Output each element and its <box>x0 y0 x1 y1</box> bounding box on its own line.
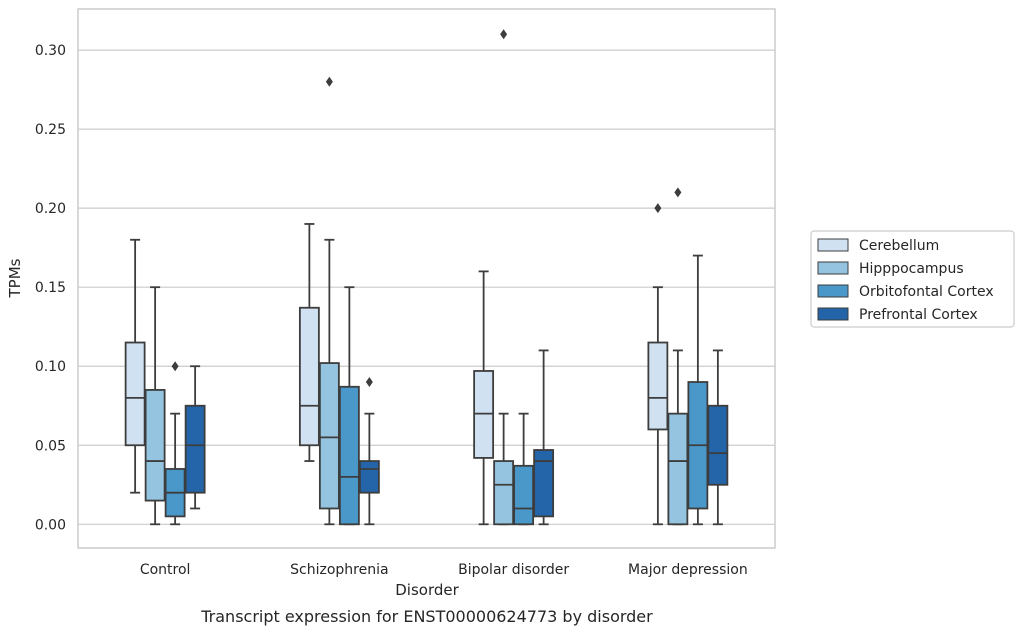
box-iqr <box>647 341 669 431</box>
box-iqr <box>513 464 535 526</box>
box-prefrontal-cortex <box>358 377 380 526</box>
box-cerebellum <box>298 223 320 462</box>
x-tick-label: Major depression <box>628 562 748 578</box>
y-tick-label: 0.15 <box>35 280 66 296</box>
y-tick-label: 0.05 <box>35 438 66 454</box>
box-orbitofontal-cortex <box>513 412 535 526</box>
plot-frame <box>77 8 776 549</box>
box-iqr <box>533 449 555 518</box>
box-hipppocampus <box>144 286 166 526</box>
legend-swatch <box>817 307 849 321</box>
y-tick-label: 0.10 <box>35 359 66 375</box>
legend-label: Cerebellum <box>859 238 939 254</box>
box-cerebellum <box>473 270 495 526</box>
box-prefrontal-cortex <box>184 365 206 510</box>
box-cerebellum <box>124 238 146 494</box>
x-tick-label: Bipolar disorder <box>458 562 569 578</box>
box-iqr <box>667 412 689 526</box>
box-iqr <box>124 341 146 447</box>
box-layer <box>124 29 729 526</box>
x-axis-label: Disorder <box>395 581 459 599</box>
legend-swatch <box>817 261 849 275</box>
box-orbitofontal-cortex <box>164 361 186 526</box>
legend-label: Prefrontal Cortex <box>859 307 978 323</box>
box-prefrontal-cortex <box>533 349 555 526</box>
box-cerebellum <box>647 203 669 526</box>
axes: 0.00 0.05 0.10 0.15 0.20 0.25 0.30 Control Schiz… <box>35 8 776 578</box>
box-iqr <box>144 389 166 502</box>
legend: Cerebellum Hipppocampus Orbitofontal Corte… <box>810 230 1015 328</box>
y-tick-label: 0.30 <box>35 43 66 59</box>
box-hipppocampus <box>493 29 515 526</box>
box-iqr <box>298 306 320 447</box>
box-iqr <box>184 404 206 494</box>
box-orbitofontal-cortex <box>687 254 709 526</box>
y-tick-label: 0.20 <box>35 201 66 217</box>
legend-frame <box>810 230 1015 328</box>
box-orbitofontal-cortex <box>338 286 360 526</box>
figure-caption: Transcript expression for ENST0000062477… <box>200 607 653 626</box>
legend-swatch <box>817 238 849 252</box>
outlier-point <box>674 187 682 198</box>
outlier-point <box>500 29 508 40</box>
box-hipppocampus <box>667 187 689 526</box>
box-iqr <box>338 385 360 526</box>
box-iqr <box>318 362 340 510</box>
outlier-point <box>365 377 373 388</box>
outlier-point <box>654 203 662 214</box>
legend-label: Hipppocampus <box>859 261 964 277</box>
box-hipppocampus <box>318 76 340 526</box>
y-axis-label: TPMs <box>6 258 24 298</box>
legend-swatch <box>817 284 849 298</box>
outlier-point <box>325 76 333 87</box>
legend-label: Orbitofontal Cortex <box>859 284 994 300</box>
y-tick-label: 0.00 <box>35 517 66 533</box>
box-iqr <box>358 460 380 494</box>
box-iqr <box>707 404 729 486</box>
box-iqr <box>493 460 515 526</box>
x-tick-label: Control <box>140 562 191 578</box>
x-tick-label: Schizophrenia <box>290 562 388 578</box>
y-tick-label: 0.25 <box>35 122 66 138</box>
box-prefrontal-cortex <box>707 349 729 526</box>
outlier-point <box>171 361 179 372</box>
